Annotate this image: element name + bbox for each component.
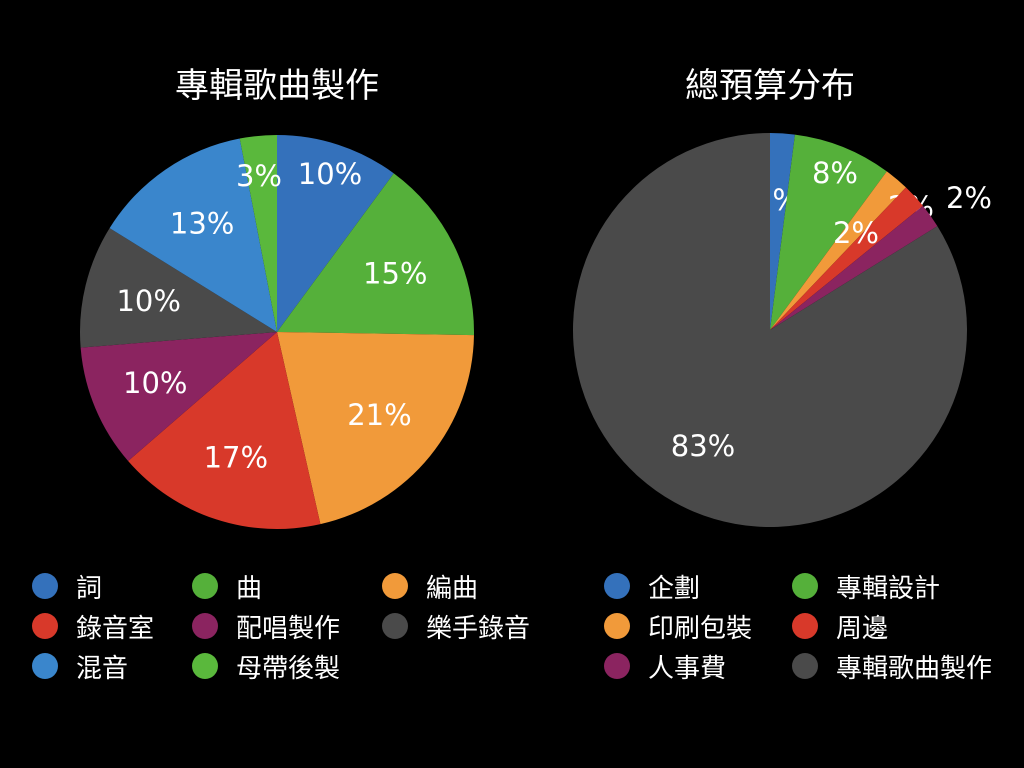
pie-slice <box>277 173 474 336</box>
slice-data-label: 10% <box>116 284 180 318</box>
pie-slice <box>573 133 968 527</box>
legend-swatch <box>32 653 58 679</box>
slice-data-label: 2% <box>833 216 879 250</box>
slice-data-label: 3% <box>236 159 282 193</box>
legend-label: 樂手錄音 <box>426 613 531 644</box>
legend-item: 錄音室 <box>32 606 192 646</box>
legend-label: 混音 <box>76 653 129 684</box>
left-chart-legend: 詞 曲 編曲錄音室 配唱製作 樂手錄音混音 母帶後製 <box>32 566 572 686</box>
legend-item: 母帶後製 <box>192 646 382 686</box>
pie-slice <box>109 138 277 332</box>
legend-item: 專輯歌曲製作 <box>792 646 1022 686</box>
legend-label: 錄音室 <box>76 613 155 644</box>
legend-item: 樂手錄音 <box>382 606 572 646</box>
legend-swatch <box>792 613 818 639</box>
legend-label: 周邊 <box>836 613 889 644</box>
legend-swatch <box>192 613 218 639</box>
legend-item: 配唱製作 <box>192 606 382 646</box>
legend-item: 周邊 <box>792 606 1022 646</box>
legend-label: 專輯歌曲製作 <box>836 653 993 684</box>
legend-label: 企劃 <box>648 573 701 604</box>
legend-label: 詞 <box>76 573 103 604</box>
left-chart-title: 專輯歌曲製作 <box>175 66 379 106</box>
slice-data-label: 10% <box>123 366 187 400</box>
slice-data-label: 21% <box>347 398 411 432</box>
pie-slice <box>770 205 938 330</box>
legend-label: 印刷包裝 <box>648 613 753 644</box>
slice-data-label: 10% <box>298 157 362 191</box>
legend-swatch <box>382 573 408 599</box>
slice-data-label: 8% <box>812 156 858 190</box>
legend-item: 印刷包裝 <box>604 606 792 646</box>
legend-item: 混音 <box>32 646 192 686</box>
slice-data-label: 13% <box>170 206 234 240</box>
legend-swatch <box>192 653 218 679</box>
legend-item: 人事費 <box>604 646 792 686</box>
legend-item: 企劃 <box>604 566 792 606</box>
pie-slice <box>80 228 278 348</box>
legend-swatch <box>604 573 630 599</box>
legend-label: 編曲 <box>426 573 479 604</box>
pie-slice <box>770 171 906 330</box>
legend-item: 編曲 <box>382 566 572 606</box>
legend-swatch <box>382 613 408 639</box>
pie-slice <box>239 135 277 332</box>
legend-swatch <box>604 653 630 679</box>
slice-data-label: 2% <box>946 181 992 215</box>
legend-item: 專輯設計 <box>792 566 1022 606</box>
legend-label: 母帶後製 <box>236 653 341 684</box>
left-pie-chart: 10% 15% 21% 17% 10% 10% 13%3% <box>80 135 474 529</box>
legend-label: 人事費 <box>648 653 727 684</box>
pie-slice <box>770 133 795 330</box>
legend-swatch <box>32 613 58 639</box>
legend-item: 詞 <box>32 566 192 606</box>
right-chart-legend: 企劃 專輯設計印刷包裝 周邊人事費 專輯歌曲製作 <box>604 566 1024 686</box>
pie-slice <box>80 332 278 462</box>
legend-swatch <box>32 573 58 599</box>
legend-item: 曲 <box>192 566 382 606</box>
legend-swatch <box>604 613 630 639</box>
legend-swatch <box>192 573 218 599</box>
legend-label: 配唱製作 <box>236 613 341 644</box>
legend-label: 專輯設計 <box>836 573 941 604</box>
pie-slice <box>770 187 923 330</box>
legend-swatch <box>792 653 818 679</box>
legend-label: 曲 <box>236 573 263 604</box>
pie-slice <box>128 332 321 529</box>
pie-slice <box>277 135 394 332</box>
pie-slice <box>770 134 887 330</box>
legend-swatch <box>792 573 818 599</box>
right-chart-title: 總預算分布 <box>685 66 855 106</box>
right-pie-chart: 2%8%2%2%2%83% <box>573 133 992 527</box>
pie-slice <box>277 332 474 525</box>
slice-data-label: 17% <box>204 440 268 474</box>
slice-data-label: 15% <box>363 256 427 290</box>
slice-data-label: 83% <box>671 429 735 463</box>
